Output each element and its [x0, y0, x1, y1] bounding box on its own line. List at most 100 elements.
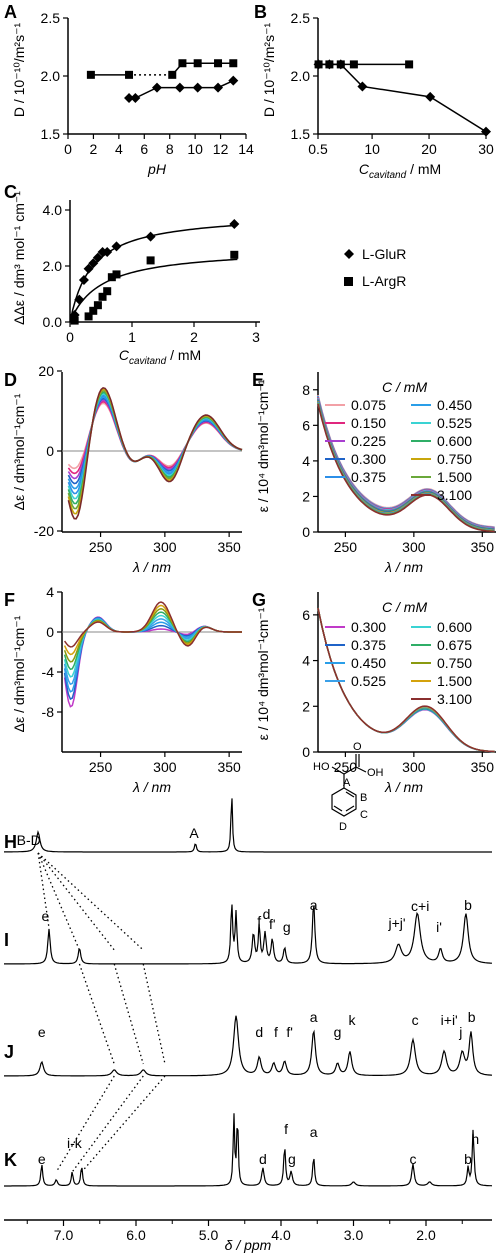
data-point — [130, 93, 141, 104]
nmr-peak-label: i-k — [67, 1135, 83, 1151]
panel-label-h: H — [4, 832, 17, 852]
structure-label-oh: OH — [367, 767, 384, 779]
correlation-line — [142, 963, 166, 1065]
panel-label-g: G — [252, 590, 266, 610]
lines-g — [317, 607, 495, 753]
y-tick-label: 2 — [302, 488, 310, 504]
x-label-nmr: δ / ppm — [225, 1237, 272, 1253]
y-tick-label: 1.5 — [41, 126, 61, 142]
data-point — [229, 219, 240, 229]
x-tick-label: 5.0 — [199, 1227, 219, 1243]
legend-label: 1.500 — [437, 673, 472, 689]
axis-y-label-b: D / 10⁻¹⁰/m²s⁻¹ — [261, 23, 277, 118]
y-tick-label: 2.0 — [41, 68, 61, 84]
y-tick-label: 2 — [302, 698, 310, 714]
x-tick-label: 10 — [364, 141, 380, 157]
legend-title-e: C / mM — [382, 379, 427, 395]
lines-f — [63, 601, 242, 708]
legend-label: 0.600 — [437, 433, 472, 449]
x-tick-label: 2.0 — [416, 1227, 436, 1243]
panel-label-i: I — [4, 930, 9, 950]
correlation-line — [78, 963, 115, 1065]
x-tick-label: 300 — [402, 759, 426, 775]
legend-c: L-GluR L-ArgR — [344, 246, 406, 289]
ticks-e: 250 300 350 0 2 4 6 8 — [302, 382, 494, 555]
mandelic-acid-structure — [331, 754, 367, 817]
y-tick-label: 2.5 — [291, 10, 311, 26]
y-tick-label: 4 — [302, 653, 310, 669]
lines-d — [67, 387, 243, 520]
data-point — [145, 231, 156, 242]
x-tick-label: 30 — [478, 141, 494, 157]
x-tick-label: 350 — [471, 539, 495, 555]
nmr-peak-label: b — [464, 897, 472, 913]
nmr-peak-label: a — [310, 897, 318, 913]
panel-f: F Δε / dm³mol⁻¹cm⁻¹ 250 300 350 4 0 -4 -8 λ / … — [4, 584, 242, 795]
legend-label: 3.100 — [437, 487, 472, 503]
x-tick-label: 300 — [153, 759, 177, 775]
x-tick-label: 250 — [89, 539, 113, 555]
data-point — [313, 59, 324, 70]
correlation-line — [55, 1075, 115, 1173]
series-line — [318, 63, 487, 133]
data-point — [349, 60, 358, 69]
panel-c: C ΔΔε / dm³ mol⁻¹ cm⁻¹ 0 1 2 3 0.0 2.0 4.0 Cca… — [4, 182, 406, 367]
x-label-g: λ / nm — [384, 779, 423, 795]
nmr-spectrum — [4, 1113, 493, 1187]
legend-label: 0.375 — [351, 469, 386, 485]
y-label-e: ε / 10⁴ dm³mol⁻¹cm⁻¹ — [255, 379, 271, 512]
legend-label: 0.675 — [437, 637, 472, 653]
nmr-peak-label: a — [310, 1124, 318, 1140]
nmr-peak-label: a — [310, 1009, 318, 1025]
uv-spectrum-line — [317, 607, 495, 753]
marks-c — [69, 219, 240, 325]
x-tick-label: 250 — [89, 759, 113, 775]
nmr-peak-label: e — [38, 1024, 46, 1040]
legend-label: 0.375 — [351, 637, 386, 653]
data-point — [405, 60, 414, 69]
data-point — [168, 70, 177, 79]
nmr-peak-label: i' — [436, 919, 442, 935]
data-point — [152, 82, 162, 93]
y-label-c: ΔΔε / dm³ mol⁻¹ cm⁻¹ — [11, 191, 27, 325]
x-tick-label: 12 — [213, 141, 229, 157]
legend-label: 0.750 — [437, 451, 472, 467]
nmr-correlation-lines — [37, 852, 166, 1173]
x-label-d: λ / nm — [132, 559, 171, 575]
data-point — [89, 306, 98, 315]
nmr-peak-label: f — [257, 913, 261, 929]
data-point — [107, 273, 116, 282]
structure-label-c: C — [360, 809, 368, 821]
correlation-line — [81, 1075, 166, 1173]
correlation-line — [113, 963, 144, 1065]
legend-label: 0.450 — [351, 655, 386, 671]
lines-e — [317, 394, 495, 533]
x-label-c: Ccavitand / mM — [119, 347, 201, 367]
legend-title-g: C / mM — [382, 599, 427, 615]
y-label-f: Δε / dm³mol⁻¹cm⁻¹ — [11, 615, 27, 732]
y-tick-label: 2.0 — [291, 68, 311, 84]
nmr-peak-label: d — [255, 1024, 263, 1040]
x-tick-label: 0.5 — [308, 141, 328, 157]
x-tick-label: 0 — [66, 329, 74, 345]
y-tick-label: 6 — [302, 607, 310, 623]
x-tick-label: 0 — [64, 141, 72, 157]
x-tick-label: 350 — [217, 539, 241, 555]
panel-e: E ε / 10⁴ dm³mol⁻¹cm⁻¹ 250 300 350 0 2 4 6 8 λ … — [252, 370, 496, 575]
y-tick-label: 2.5 — [41, 10, 61, 26]
x-tick-label: 2 — [90, 141, 98, 157]
legend-label: 0.300 — [351, 451, 386, 467]
y-tick-label: -4 — [42, 664, 55, 680]
legend-label: 0.300 — [351, 619, 386, 635]
y-tick-label: 2.0 — [43, 258, 63, 274]
nmr-peak-label: e — [41, 908, 49, 924]
x-tick-label: 4 — [115, 141, 123, 157]
panel-label-j: J — [4, 1042, 14, 1062]
structure-labels: HO O OH A B C D — [313, 741, 384, 833]
nmr-peak-label: c — [412, 1012, 419, 1028]
data-point — [228, 75, 239, 86]
data-point — [481, 126, 491, 137]
data-point — [230, 250, 239, 259]
panel-a: A D / 10⁻¹⁰/m²s⁻¹ 0 2 4 6 8 10 12 14 1.5 2.0 2.5 p… — [4, 2, 254, 177]
nmr-spectrum — [4, 798, 492, 853]
